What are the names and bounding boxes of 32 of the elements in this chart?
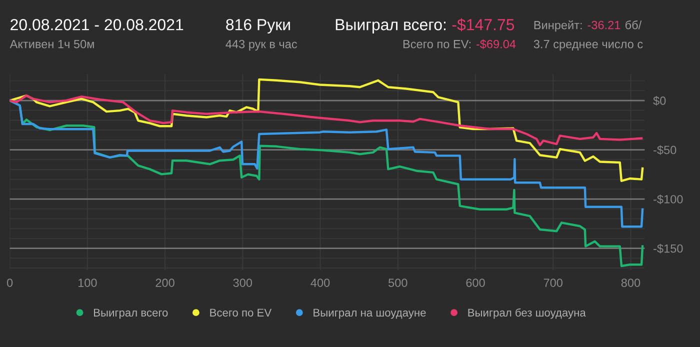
line-series bbox=[10, 78, 644, 182]
text: 816 Руки bbox=[226, 19, 290, 34]
text: 20.08.2021 - 20.08.2021 bbox=[10, 19, 184, 30]
text: 3.7 среднее число с bbox=[534, 40, 643, 51]
legend-label: Выиграл без шоудауна bbox=[468, 308, 586, 319]
line-series bbox=[10, 94, 643, 146]
x-tick-label: 700 bbox=[544, 278, 562, 287]
text: Винрейт: bbox=[534, 20, 582, 32]
x-tick-label: 600 bbox=[466, 278, 485, 287]
text: 443 рук в час bbox=[226, 40, 298, 51]
legend-label: Всего по EV bbox=[210, 308, 272, 317]
x-tick-label: 800 bbox=[621, 278, 640, 287]
y-tick-label: -$50 bbox=[654, 145, 676, 155]
text: Всего по EV: bbox=[403, 40, 470, 48]
x-tick-label: 400 bbox=[310, 278, 330, 287]
legend-label: Выиграл на шоудауне bbox=[314, 308, 426, 319]
text: -$69.04 bbox=[476, 39, 516, 49]
y-tick-label: $0 bbox=[653, 96, 666, 106]
x-tick-label: 300 bbox=[233, 278, 252, 287]
x-tick-label: 500 bbox=[388, 278, 408, 287]
text: -36.21 bbox=[588, 20, 620, 30]
x-tick-label: 0 bbox=[6, 278, 13, 287]
line-series bbox=[10, 99, 644, 228]
x-tick-label: 100 bbox=[78, 278, 97, 287]
text: Выиграл всего: bbox=[336, 19, 446, 34]
text: -$147.75 bbox=[452, 18, 514, 32]
text: бб/ bbox=[625, 20, 642, 30]
legend-label: Выиграл всего bbox=[94, 308, 168, 319]
text: Активен 1ч 50м bbox=[10, 40, 94, 48]
y-tick-label: -$100 bbox=[654, 194, 683, 204]
x-tick-label: 200 bbox=[156, 278, 174, 287]
y-tick-label: -$150 bbox=[654, 244, 683, 254]
